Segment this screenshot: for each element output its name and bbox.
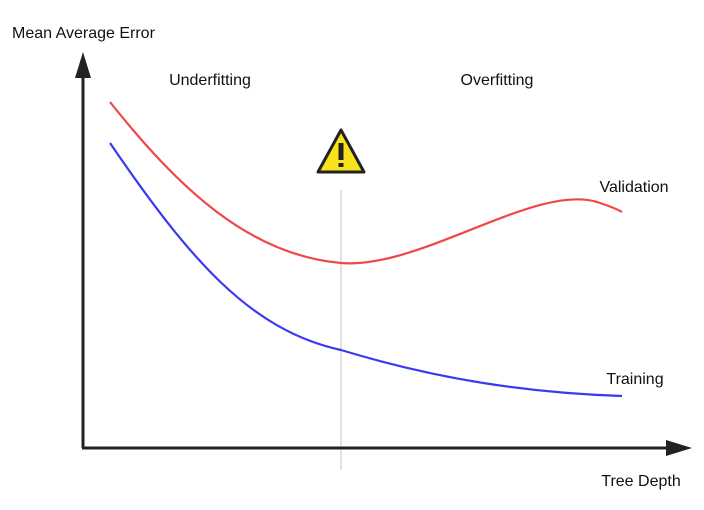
region-label: Underfitting (169, 72, 251, 89)
x-axis-label: Tree Depth (601, 473, 680, 490)
y-axis-arrow (75, 52, 91, 78)
curve-label: Training (606, 371, 663, 388)
training-curve (109, 142, 623, 398)
region-label: Overfitting (461, 72, 534, 89)
curve-label: Validation (599, 179, 668, 196)
validation-curve (109, 101, 623, 265)
x-axis-arrow (666, 440, 692, 456)
warning-icon (316, 128, 366, 174)
y-axis-label: Mean Average Error (12, 25, 156, 42)
